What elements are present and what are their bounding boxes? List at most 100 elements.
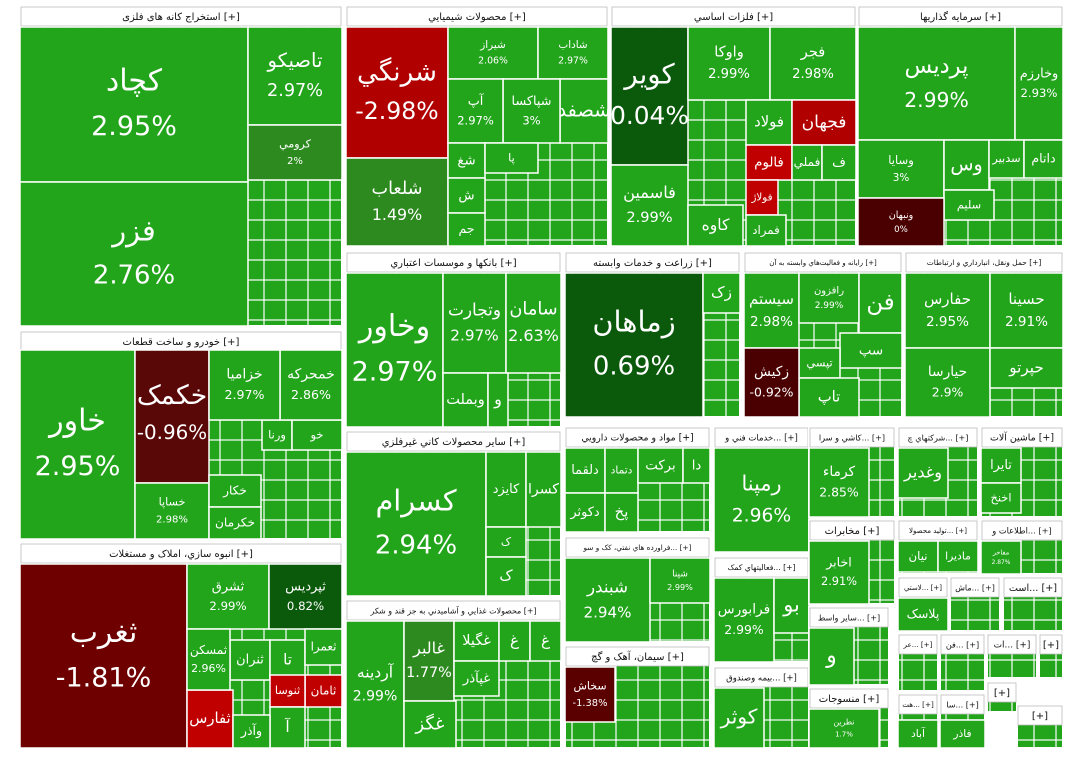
sector: اطلاعات و... [+] مفاخر 2.87% bbox=[980, 519, 1064, 575]
tile-name: شرنگي bbox=[357, 56, 437, 87]
tile bbox=[232, 714, 271, 749]
tile-change: 2.91% bbox=[821, 574, 857, 588]
tile bbox=[1014, 26, 1064, 141]
sector-header bbox=[898, 577, 948, 598]
tile-name: وسایا bbox=[888, 153, 914, 168]
sector: استخراج کانه های فلزی [+] کچاد 2.95% فزر 2.7… bbox=[19, 5, 343, 327]
tile-name: خکار bbox=[222, 484, 247, 499]
tile-name: خساپا bbox=[159, 496, 186, 509]
tile bbox=[904, 272, 991, 349]
tile-name: ثپردیس bbox=[285, 579, 326, 594]
sector-header bbox=[898, 634, 938, 655]
tile-change: 2.99% bbox=[353, 688, 398, 704]
tile-change: 3% bbox=[893, 172, 910, 184]
tile-name: ک bbox=[501, 535, 512, 549]
sector-header bbox=[809, 520, 895, 541]
tile bbox=[858, 272, 903, 334]
tile-name: وخارزم bbox=[1020, 66, 1059, 81]
tile-change: -2.98% bbox=[355, 97, 438, 125]
sector-header bbox=[346, 600, 561, 621]
tile-name: زماهان bbox=[592, 304, 675, 338]
sector-title: بانکها و موسسات اعتباري [+] bbox=[390, 258, 516, 269]
tile bbox=[134, 349, 210, 484]
tile-change: 2.99% bbox=[724, 622, 764, 637]
tile bbox=[564, 557, 651, 643]
tile bbox=[791, 99, 857, 146]
sector-title: [+] bbox=[994, 688, 1010, 699]
sector-header bbox=[565, 252, 740, 273]
tile-name: سخاش bbox=[573, 679, 606, 692]
tile-change: 2.87% bbox=[992, 559, 1011, 566]
tile-name: کوير bbox=[622, 57, 675, 90]
tile-name: واوکا bbox=[714, 44, 744, 61]
tile-name: خزامیا bbox=[226, 367, 262, 383]
tile-change: 2.98% bbox=[750, 314, 793, 330]
tile bbox=[453, 620, 500, 662]
sector-title: زراعت و خدمات وابسته [+] bbox=[593, 258, 712, 269]
tile bbox=[403, 620, 455, 702]
sector-header bbox=[905, 252, 1063, 273]
tile-change: 2.06% bbox=[478, 55, 508, 66]
sector-title: محصولات شيميايي [+] bbox=[428, 12, 526, 23]
tile-name: حپرتو bbox=[1008, 359, 1043, 378]
tile bbox=[447, 212, 486, 247]
sector: حمل ونقل، انبارداري و ارتباطات [+] حفارس 2… bbox=[904, 251, 1064, 418]
tile-name: ثشرق bbox=[212, 579, 245, 594]
sector: ساير محصولات کاني غيرفلزي [+] کسرام 2.94% ک… bbox=[345, 430, 562, 597]
tile bbox=[980, 482, 1022, 514]
sector-title: سيمان، آهک و گچ [+] bbox=[591, 650, 684, 663]
tile-name: تاصيکو bbox=[267, 49, 323, 72]
tile bbox=[904, 347, 991, 418]
tile bbox=[687, 26, 771, 101]
tile-change: 2.95% bbox=[91, 111, 177, 142]
sector-title: خدمات فني و... [+] bbox=[724, 434, 798, 444]
tile-name: ثمسکن bbox=[190, 643, 227, 658]
tile-name: ونبهان bbox=[889, 210, 914, 221]
tile-name: حفارس bbox=[924, 290, 971, 308]
sector: ات... [+] bbox=[986, 633, 1038, 679]
tile bbox=[713, 687, 765, 749]
tile-change: 0.04% bbox=[610, 101, 689, 130]
sector: [+] bbox=[1016, 704, 1064, 749]
tile bbox=[442, 372, 489, 428]
sector-title: فراورده هاي نفتي، کک و سو... [+] bbox=[583, 543, 692, 552]
tile-change: -0.96% bbox=[137, 421, 207, 444]
tile bbox=[897, 597, 949, 632]
tile bbox=[345, 26, 449, 159]
tile bbox=[564, 666, 616, 723]
tile-name: سیستم bbox=[749, 290, 794, 308]
sector: بانکها و موسسات اعتباري [+] وخاور 2.97% وتج… bbox=[345, 251, 562, 428]
tile bbox=[564, 492, 606, 533]
tile-name: دکوثر bbox=[569, 505, 599, 520]
tile-name: سامان bbox=[509, 300, 557, 320]
tile-name: فاذر bbox=[952, 727, 971, 740]
tile-name: شپاکسا bbox=[512, 94, 552, 109]
tile bbox=[134, 482, 210, 540]
sector: خودرو و ساخت قطعات [+] خاور 2.95% خکمک -0.96… bbox=[19, 330, 343, 540]
tile-name: فزر bbox=[110, 213, 156, 247]
tile-name: غگز bbox=[414, 714, 444, 735]
tile-name: فمراد bbox=[752, 223, 779, 238]
sector-title: فن... [+] bbox=[946, 641, 979, 650]
tile-name: آباد bbox=[911, 726, 926, 740]
sector: کاشي و سرا... [+] کرماء 2.85% bbox=[808, 426, 896, 518]
tile bbox=[610, 26, 689, 166]
tile-name: خکمک bbox=[137, 380, 207, 411]
sector: منسوجات [+] نطرين 1.7% bbox=[808, 687, 890, 749]
tile-name: کسرا bbox=[528, 482, 559, 498]
tile bbox=[980, 447, 1022, 484]
tile bbox=[485, 526, 527, 558]
tile bbox=[19, 181, 249, 327]
sector-title: ساير محصولات کاني غيرفلزي [+] bbox=[382, 437, 526, 448]
tile-name: وخاور bbox=[357, 309, 430, 344]
tile-change: 2.9% bbox=[932, 385, 964, 400]
sector: محصولات شيميايي [+] شرنگي -2.98% شلعاب 1.49%… bbox=[345, 5, 610, 247]
sector-header bbox=[346, 6, 608, 27]
tile bbox=[403, 700, 457, 749]
tile-change: 2.96% bbox=[732, 505, 791, 526]
sector-title: استخراج کانه های فلزی [+] bbox=[122, 12, 240, 23]
tile-name: و bbox=[825, 644, 836, 669]
tile-name: زکیش bbox=[754, 364, 789, 380]
sector-title: محصولات غذايي و آشاميدني به جز قند و شکر… bbox=[369, 606, 536, 616]
